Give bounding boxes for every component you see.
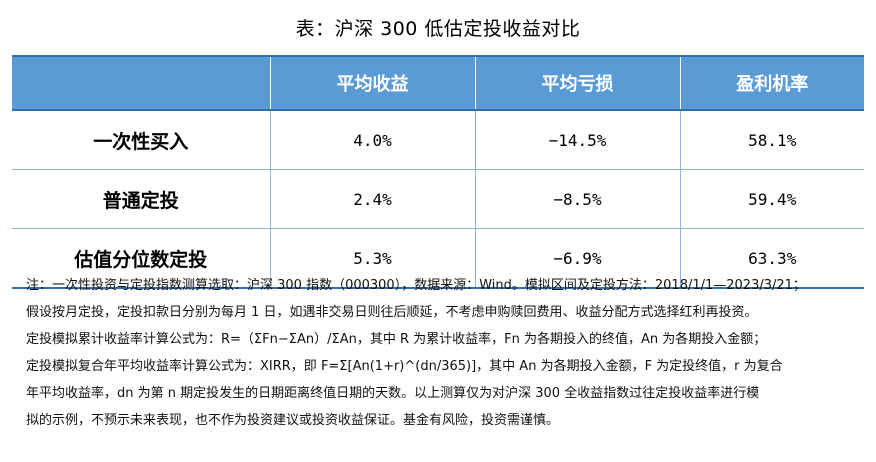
header-avg-loss: 平均亏损 (474, 55, 681, 111)
footnote-line: 假设按月定投，定投扣款日分别为每月 1 日，如遇非交易日则往后顺延，不考虑申购赎… (26, 305, 758, 320)
table-row: 估值分位数定投 5.3% −6.9% 63.3% (12, 228, 864, 289)
row-label: 一次性买入 (12, 109, 271, 170)
row-label: 普通定投 (12, 169, 271, 229)
footnote-line: 拟的示例，不预示未来表现，也不作为投资建议或投资收益保证。基金有风险，投资需谨慎… (26, 413, 560, 428)
cell-avg-gain: 4.0% (269, 109, 476, 170)
header-win-rate: 盈利机率 (679, 55, 864, 111)
footnote-line: 注：一次性投资与定投指数测算选取：沪深 300 指数（000300），数据来源：… (26, 278, 806, 293)
cell-win-rate: 63.3% (679, 228, 864, 289)
comparison-table: 平均收益 平均亏损 盈利机率 一次性买入 4.0% −14.5% 58.1% 普… (12, 55, 864, 289)
row-label: 估值分位数定投 (12, 228, 271, 289)
cell-avg-loss: −8.5% (474, 169, 681, 229)
cell-avg-gain: 2.4% (269, 169, 476, 229)
footnote-line: 年平均收益率，dn 为第 n 期定投发生的日期距离终值日期的天数。以上测算仅为对… (26, 386, 760, 401)
table-header-row: 平均收益 平均亏损 盈利机率 (12, 55, 864, 111)
table-title: 表：沪深 300 低估定投收益对比 (295, 18, 581, 40)
table-row: 普通定投 2.4% −8.5% 59.4% (12, 169, 864, 229)
footnote-line: 定投模拟复合年平均收益率计算公式为：XIRR，即 F=Σ[An(1+r)^(dn… (26, 359, 783, 374)
cell-avg-loss: −14.5% (474, 109, 681, 170)
cell-win-rate: 59.4% (679, 169, 864, 229)
cell-avg-loss: −6.9% (474, 228, 681, 289)
header-corner (12, 55, 271, 111)
footnote-line: 定投模拟累计收益率计算公式为：R=（ΣFn−ΣAn）/ΣAn，其中 R 为累计收… (26, 332, 767, 347)
header-avg-gain: 平均收益 (269, 55, 476, 111)
cell-win-rate: 58.1% (679, 109, 864, 170)
footnote: 注：一次性投资与定投指数测算选取：沪深 300 指数（000300），数据来源：… (26, 272, 866, 434)
table-row: 一次性买入 4.0% −14.5% 58.1% (12, 109, 864, 170)
cell-avg-gain: 5.3% (269, 228, 476, 289)
